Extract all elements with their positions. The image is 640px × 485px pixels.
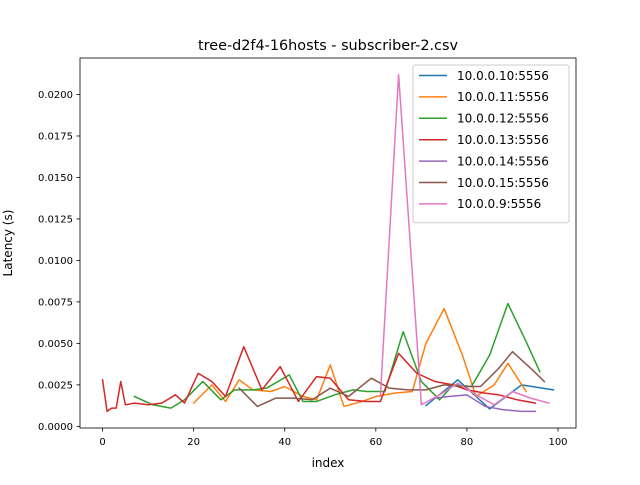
series-line-2 [192, 307, 528, 408]
legend-label: 10.0.0.9:5556 [457, 197, 541, 211]
legend-label: 10.0.0.10:5556 [457, 69, 549, 83]
x-axis: 0 20 40 60 80 100 [99, 428, 568, 448]
x-tick-label: 40 [278, 437, 291, 448]
plot-series-layer [101, 73, 555, 413]
x-tick-label: 80 [461, 437, 474, 448]
plot-frame [79, 57, 577, 429]
y-tick-label: 0.0025 [38, 380, 73, 391]
chart-title: tree-d2f4-16hosts - subscriber-2.csv [198, 38, 458, 54]
y-tick-label: 0.0100 [38, 256, 73, 267]
y-tick-label: 0.0000 [38, 422, 73, 433]
y-axis: 0.0000 0.0025 0.0050 0.0075 0.0100 0.0125 0.01… [38, 90, 80, 433]
legend: 10.0.0.10:5556 10.0.0.11:5556 10.0.0.12:55… [412, 64, 570, 224]
series-line-1 [424, 379, 555, 410]
legend-label: 10.0.0.11:5556 [457, 90, 549, 104]
x-axis-label: index [312, 456, 345, 470]
x-tick-label: 20 [187, 437, 200, 448]
series-line-6 [238, 350, 546, 408]
y-tick-label: 0.0150 [38, 173, 73, 184]
y-tick-label: 0.0175 [38, 132, 73, 143]
y-tick-label: 0.0125 [38, 215, 73, 226]
series-line-7 [379, 73, 550, 406]
legend-label: 10.0.0.14:5556 [457, 154, 549, 168]
legend-label: 10.0.0.13:5556 [457, 133, 549, 147]
x-tick-label: 60 [369, 437, 382, 448]
y-axis-label: Latency (s) [1, 210, 15, 277]
legend-box [412, 64, 570, 224]
series-line-5 [434, 394, 536, 413]
series-line-4 [101, 345, 537, 413]
legend-label: 10.0.0.12:5556 [457, 112, 549, 126]
legend-label: 10.0.0.15:5556 [457, 176, 549, 190]
x-tick-label: 100 [548, 437, 567, 448]
y-tick-label: 0.0050 [38, 339, 73, 350]
y-tick-label: 0.0075 [38, 298, 73, 309]
x-tick-label: 0 [99, 437, 105, 448]
y-tick-label: 0.0200 [38, 90, 73, 101]
